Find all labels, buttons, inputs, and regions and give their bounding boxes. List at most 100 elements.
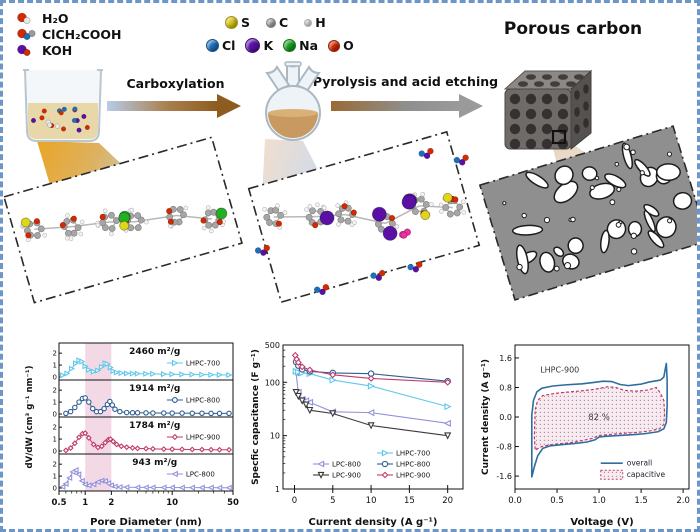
koh-molecule-icon xyxy=(17,44,37,58)
svg-text:0.0: 0.0 xyxy=(499,413,512,422)
svg-text:943 m²/g: 943 m²/g xyxy=(132,458,177,468)
svg-text:0: 0 xyxy=(53,448,57,456)
svg-text:Voltage (V): Voltage (V) xyxy=(570,517,633,528)
svg-text:LHPC-800: LHPC-800 xyxy=(186,397,220,405)
atom-legend-item: Cl xyxy=(206,38,235,53)
svg-text:Pore Diameter (nm): Pore Diameter (nm) xyxy=(90,517,202,528)
svg-text:LPC-800: LPC-800 xyxy=(186,471,215,479)
svg-text:0.5: 0.5 xyxy=(51,498,66,508)
porous-carbon-cube xyxy=(503,69,593,151)
svg-text:1914 m²/g: 1914 m²/g xyxy=(129,384,180,394)
chlorine-atom-icon xyxy=(206,39,219,52)
svg-text:500: 500 xyxy=(265,341,280,350)
svg-text:LHPC-900: LHPC-900 xyxy=(396,472,430,480)
svg-text:2: 2 xyxy=(53,461,57,469)
svg-text:1: 1 xyxy=(275,485,280,494)
svg-text:2: 2 xyxy=(108,498,114,508)
svg-text:dV/dW (cm³ g⁻¹ nm⁻¹): dV/dW (cm³ g⁻¹ nm⁻¹) xyxy=(25,365,35,468)
atom-symbol: O xyxy=(343,38,354,53)
svg-text:1.0: 1.0 xyxy=(592,496,606,506)
oxygen-atom-icon xyxy=(328,39,341,52)
molecule-box-precursor xyxy=(3,130,249,310)
atom-symbol: C xyxy=(279,15,289,30)
svg-text:Current density (A g⁻¹): Current density (A g⁻¹) xyxy=(481,359,491,475)
atom-legend-item: O xyxy=(328,38,354,53)
svg-text:82 %: 82 % xyxy=(588,413,610,423)
reagent-label: ClCH₂COOH xyxy=(42,27,122,42)
hydrogen-atom-icon xyxy=(304,18,313,27)
svg-text:2.0: 2.0 xyxy=(676,496,690,506)
svg-text:2: 2 xyxy=(53,350,57,358)
svg-text:-0.8: -0.8 xyxy=(496,443,512,452)
atom-symbol: Na xyxy=(299,38,319,53)
svg-text:LPC-900: LPC-900 xyxy=(332,472,361,480)
svg-text:10: 10 xyxy=(270,432,280,441)
svg-text:50: 50 xyxy=(227,498,239,508)
svg-text:5: 5 xyxy=(330,496,335,506)
svg-text:LHPC-700: LHPC-700 xyxy=(396,450,430,458)
svg-text:2460 m²/g: 2460 m²/g xyxy=(129,347,180,357)
carboxylation-label: Carboxylation xyxy=(126,76,225,91)
svg-text:LHPC-900: LHPC-900 xyxy=(540,366,579,375)
svg-text:-1.6: -1.6 xyxy=(496,472,512,481)
sulfur-atom-icon xyxy=(225,16,238,29)
svg-text:capacitive: capacitive xyxy=(627,470,666,479)
atom-legend-row1: S C H xyxy=(225,15,326,30)
svg-text:0: 0 xyxy=(53,374,57,382)
potassium-atom-icon xyxy=(245,38,261,53)
svg-text:100: 100 xyxy=(265,378,280,387)
svg-text:1784 m²/g: 1784 m²/g xyxy=(129,421,180,431)
sodium-atom-icon xyxy=(283,39,297,52)
atom-legend-row2: Cl K Na O xyxy=(206,38,354,53)
reagent-label: H₂O xyxy=(42,11,69,26)
carboxylation-arrow xyxy=(107,94,241,118)
svg-text:0.5: 0.5 xyxy=(550,496,564,506)
pyrolysis-label: Pyrolysis and acid etching xyxy=(312,74,499,89)
svg-text:1: 1 xyxy=(82,498,88,508)
molecule-box-carboxylated xyxy=(230,116,498,318)
flask-icon xyxy=(265,61,321,141)
svg-text:Specfic capacitance (F g⁻¹): Specfic capacitance (F g⁻¹) xyxy=(251,349,261,485)
svg-text:0.0: 0.0 xyxy=(508,496,522,506)
svg-text:2: 2 xyxy=(53,424,57,432)
carbon-atom-icon xyxy=(266,17,277,28)
rate-capability-chart: 1 10 100 500 0 5 10 15 20 LPC-800 LPC-900 LHPC-700 L… xyxy=(249,339,473,529)
svg-text:1: 1 xyxy=(53,473,57,481)
atom-legend-item: Na xyxy=(283,38,318,53)
reagent-item: KOH xyxy=(17,43,121,58)
svg-text:10: 10 xyxy=(166,498,178,508)
product-title: Porous carbon xyxy=(503,19,643,39)
atom-legend-item: C xyxy=(266,15,288,30)
svg-text:1.6: 1.6 xyxy=(499,354,512,363)
beaker-icon xyxy=(23,69,103,142)
reagent-legend: H₂O ClCH₂COOH KOH xyxy=(17,11,121,58)
reagent-label: KOH xyxy=(42,43,73,58)
atom-symbol: H xyxy=(315,15,326,30)
svg-text:0: 0 xyxy=(53,485,57,493)
pyrolysis-arrow xyxy=(331,94,483,118)
water-molecule-icon xyxy=(17,12,37,26)
porous-network-box xyxy=(475,121,697,305)
atom-symbol: Cl xyxy=(222,38,236,53)
atom-legend-item: H xyxy=(304,15,326,30)
svg-text:LHPC-800: LHPC-800 xyxy=(396,461,430,469)
svg-text:10: 10 xyxy=(366,496,377,506)
svg-text:15: 15 xyxy=(404,496,415,506)
svg-text:LHPC-900: LHPC-900 xyxy=(186,434,220,442)
svg-text:1: 1 xyxy=(53,436,57,444)
svg-text:0.8: 0.8 xyxy=(499,383,512,392)
svg-text:LHPC-700: LHPC-700 xyxy=(186,360,220,368)
reagent-item: H₂O xyxy=(17,11,121,26)
atom-legend-item: K xyxy=(245,38,273,53)
cv-chart: 0.0 0.5 1.0 1.5 2.0 -1.6 -0.8 0.0 0.8 1.6 LHPC-900… xyxy=(479,339,697,529)
svg-text:0: 0 xyxy=(53,411,57,419)
svg-text:Current density (A g⁻¹): Current density (A g⁻¹) xyxy=(309,517,438,528)
reagent-item: ClCH₂COOH xyxy=(17,27,121,42)
atom-symbol: K xyxy=(263,38,274,53)
svg-text:1.5: 1.5 xyxy=(634,496,648,506)
svg-text:2: 2 xyxy=(53,387,57,395)
svg-text:LPC-800: LPC-800 xyxy=(332,461,361,469)
svg-text:1: 1 xyxy=(53,399,57,407)
svg-text:0: 0 xyxy=(292,496,297,506)
